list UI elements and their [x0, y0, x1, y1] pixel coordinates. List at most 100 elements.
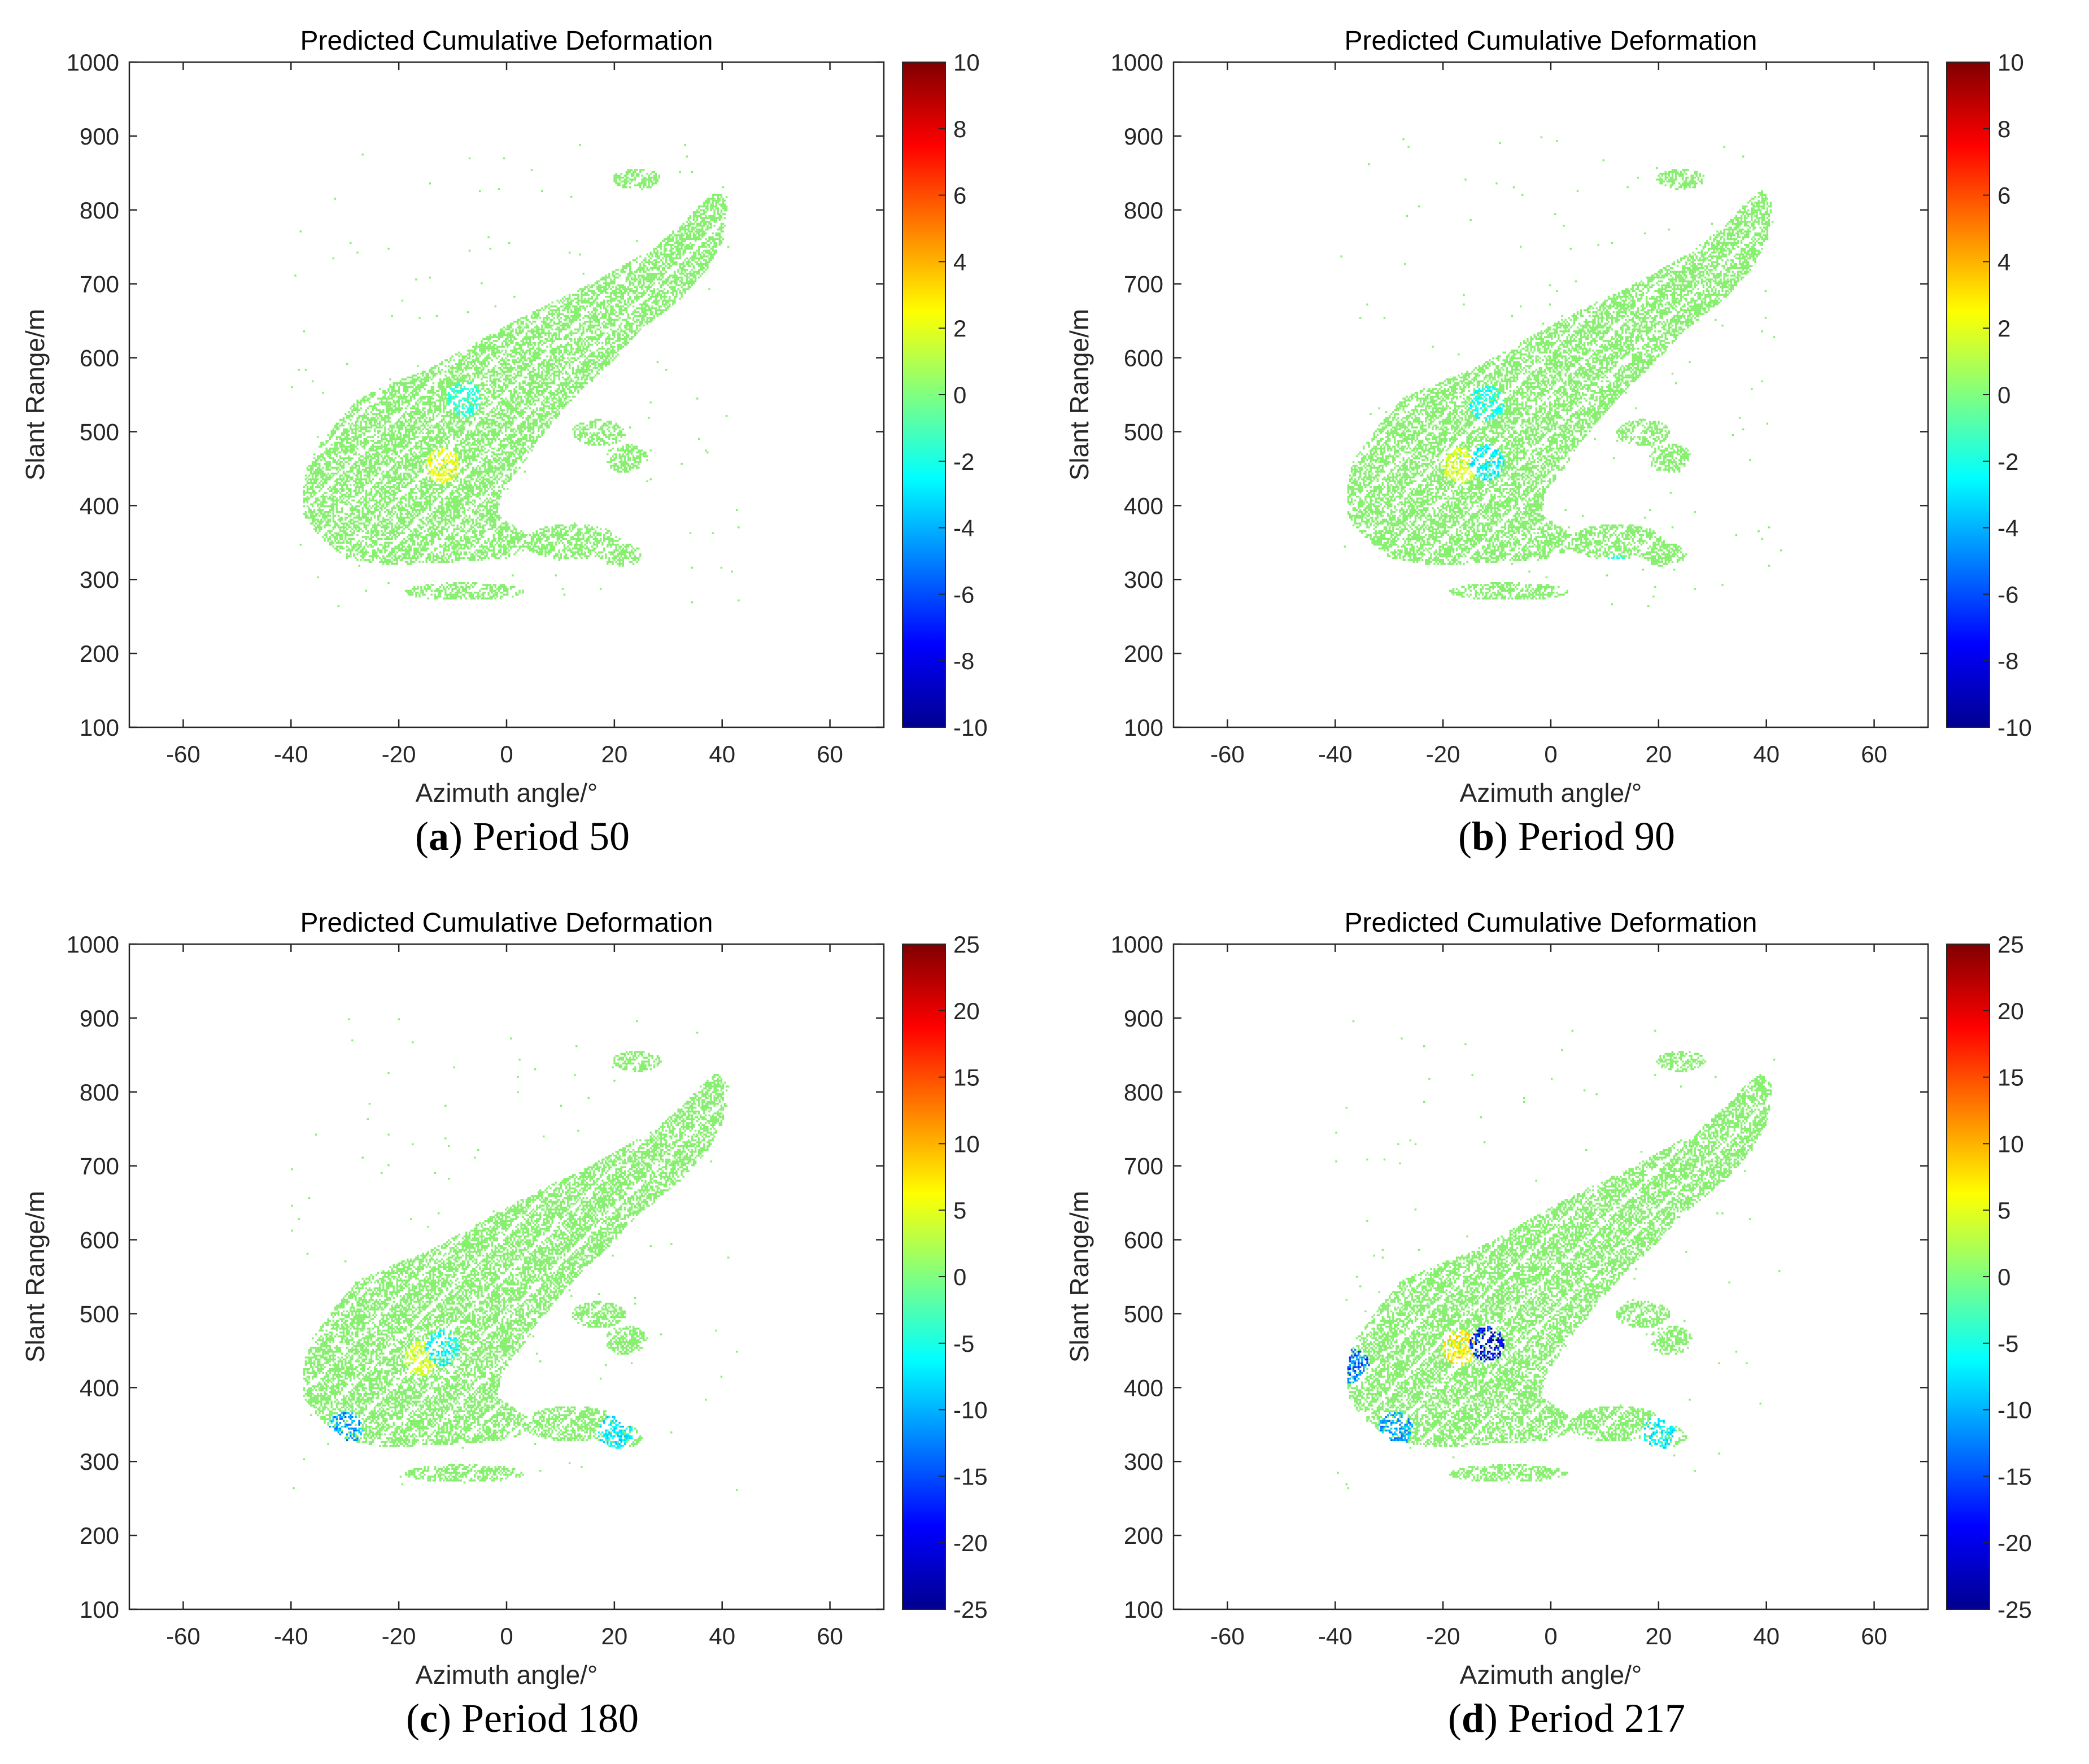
deformation-point: [439, 522, 442, 525]
deformation-point: [417, 392, 419, 394]
deformation-point: [412, 392, 414, 394]
deformation-point: [384, 438, 386, 440]
deformation-point: [394, 476, 396, 479]
deformation-point: [427, 586, 429, 588]
deformation-point: [375, 551, 378, 553]
deformation-point: [466, 545, 469, 548]
deformation-point: [363, 536, 365, 538]
deformation-point: [365, 551, 367, 553]
deformation-point: [386, 451, 388, 453]
deformation-point: [403, 509, 405, 511]
deformation-point: [435, 407, 438, 409]
deformation-point: [453, 514, 455, 517]
deformation-point: [470, 486, 473, 488]
deformation-point: [375, 455, 378, 457]
deformation-point: [392, 478, 395, 481]
deformation-point: [444, 474, 447, 477]
deformation-point: [365, 494, 367, 496]
deformation-point: [344, 438, 347, 440]
deformation-point: [474, 513, 476, 515]
deformation-point: [427, 401, 429, 404]
deformation-point: [420, 414, 422, 417]
deformation-point: [394, 451, 396, 453]
deformation-point: [365, 443, 367, 446]
deformation-point: [332, 430, 334, 433]
deformation-point: [434, 392, 437, 394]
deformation-point: [392, 394, 395, 396]
deformation-point: [463, 480, 466, 482]
deformation-point: [429, 495, 431, 498]
deformation-point: [425, 542, 428, 544]
deformation-point: [434, 436, 437, 438]
deformation-point: [437, 494, 440, 496]
deformation-point: [435, 534, 438, 536]
deformation-point: [468, 551, 471, 553]
deformation-point: [404, 555, 407, 557]
deformation-point: [439, 388, 442, 390]
deformation-point: [412, 411, 414, 413]
deformation-point: [410, 505, 412, 508]
deformation-point: [439, 407, 442, 409]
deformation-point: [453, 436, 455, 438]
deformation-point: [455, 384, 457, 386]
deformation-point: [476, 591, 478, 594]
deformation-point: [377, 532, 380, 534]
deformation-point: [351, 547, 354, 550]
deformation-point: [430, 492, 433, 494]
deformation-point: [477, 453, 479, 456]
deformation-point: [474, 455, 476, 457]
deformation-point: [430, 395, 433, 398]
deformation-point: [448, 499, 450, 501]
deformation-point: [339, 455, 342, 457]
deformation-point: [332, 497, 334, 500]
deformation-point: [356, 486, 359, 488]
deformation-point: [446, 447, 448, 450]
deformation-point: [432, 511, 435, 513]
deformation-point: [470, 388, 473, 390]
deformation-point: [435, 509, 438, 511]
deformation-point: [368, 522, 371, 525]
deformation-point: [373, 424, 376, 427]
deformation-point: [337, 545, 340, 548]
deformation-point: [470, 455, 473, 457]
deformation-point: [430, 526, 433, 529]
deformation-point: [465, 443, 468, 446]
deformation-point: [381, 434, 383, 436]
deformation-point: [413, 492, 416, 494]
deformation-point: [386, 503, 388, 505]
deformation-point: [477, 549, 479, 552]
deformation-point: [468, 417, 471, 419]
deformation-point: [458, 351, 460, 353]
deformation-point: [325, 474, 328, 477]
deformation-point: [403, 507, 405, 509]
deformation-point: [448, 597, 450, 600]
deformation-point: [456, 526, 459, 529]
deformation-point: [466, 540, 469, 542]
deformation-point: [444, 414, 447, 417]
deformation-point: [466, 503, 469, 505]
deformation-point: [358, 470, 360, 473]
y-tick-label: 100: [80, 714, 119, 741]
deformation-point: [392, 559, 395, 561]
deformation-point: [456, 376, 459, 379]
deformation-point: [398, 555, 400, 557]
deformation-point: [439, 484, 442, 486]
deformation-point: [291, 386, 293, 388]
deformation-point: [455, 474, 457, 477]
deformation-point: [367, 474, 369, 477]
deformation-point: [313, 524, 316, 527]
deformation-point: [329, 521, 331, 523]
deformation-point: [455, 451, 457, 453]
deformation-point: [408, 469, 411, 471]
deformation-point: [360, 517, 362, 519]
deformation-point: [391, 434, 393, 436]
deformation-point: [386, 538, 388, 540]
deformation-point: [456, 480, 459, 482]
deformation-point: [458, 430, 460, 433]
deformation-point: [389, 538, 391, 540]
deformation-point: [456, 553, 459, 556]
deformation-point: [377, 455, 380, 457]
deformation-point: [404, 401, 407, 404]
deformation-point: [373, 430, 376, 433]
deformation-point: [417, 411, 419, 413]
